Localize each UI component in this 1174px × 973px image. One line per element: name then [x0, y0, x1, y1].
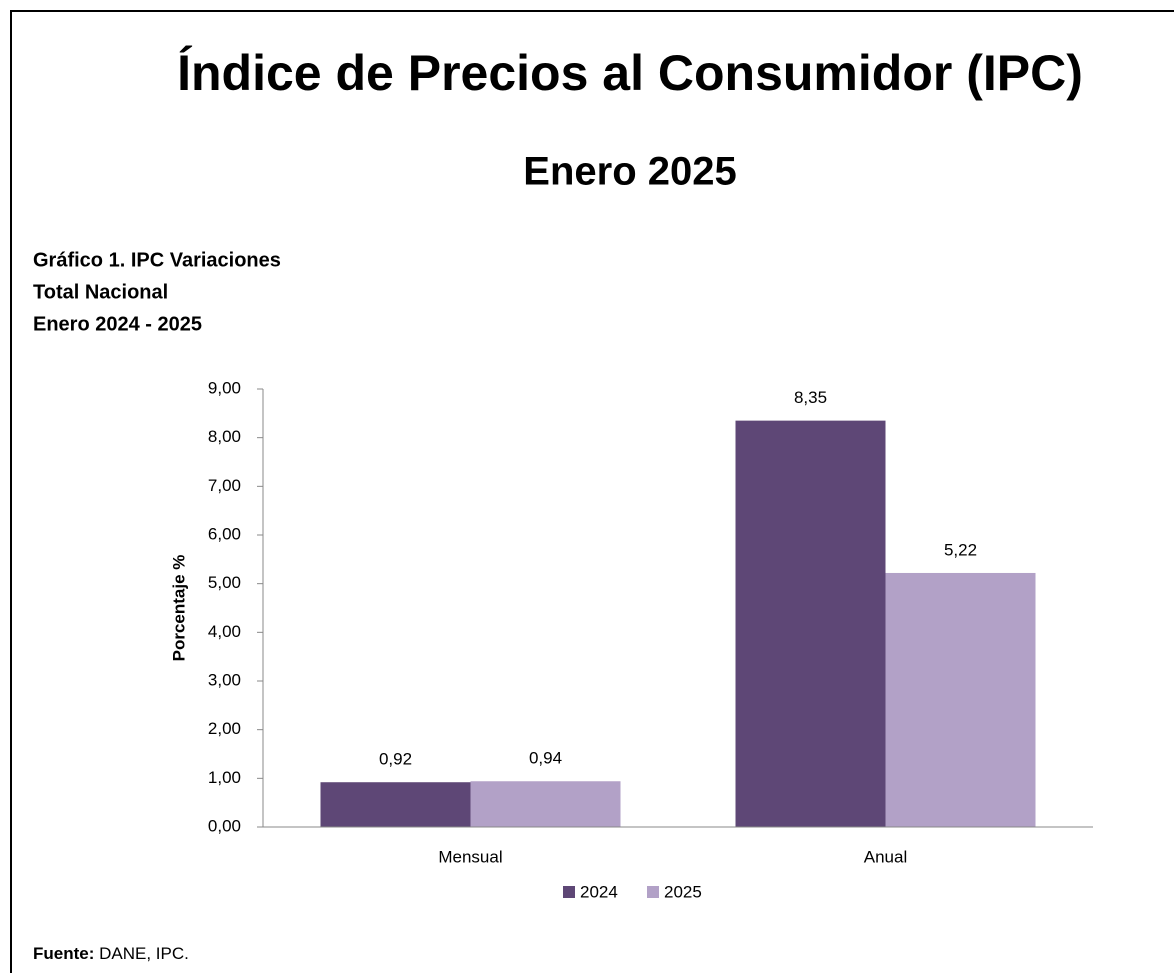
data-label: 5,22 [944, 540, 977, 559]
y-tick-label: 0,00 [208, 816, 241, 835]
page-subtitle: Enero 2025 [523, 150, 736, 194]
y-axis-label: Porcentaje % [169, 555, 188, 662]
bar [320, 782, 471, 827]
data-label: 0,94 [529, 749, 562, 768]
source-label: Fuente: [33, 944, 94, 963]
y-tick-label: 9,00 [208, 378, 241, 397]
data-label: 0,92 [379, 750, 412, 769]
legend-swatch [563, 886, 575, 898]
y-tick-label: 2,00 [208, 719, 241, 738]
y-tick-label: 7,00 [208, 476, 241, 495]
caption-line: Total Nacional [33, 281, 168, 303]
y-tick-label: 3,00 [208, 670, 241, 689]
bar [735, 420, 886, 827]
data-label: 8,35 [794, 388, 827, 407]
bar [470, 781, 621, 827]
y-tick-label: 1,00 [208, 768, 241, 787]
x-tick-label: Mensual [438, 847, 502, 866]
legend-swatch [647, 886, 659, 898]
y-tick-label: 4,00 [208, 622, 241, 641]
page-border [10, 10, 1174, 973]
source: Fuente: DANE, IPC. [33, 944, 189, 963]
source-text: DANE, IPC. [99, 944, 189, 963]
y-tick-label: 5,00 [208, 573, 241, 592]
x-tick-label: Anual [864, 847, 907, 866]
caption-line: Gráfico 1. IPC Variaciones [33, 249, 281, 271]
bar [885, 572, 1036, 827]
y-tick-label: 6,00 [208, 524, 241, 543]
legend-label: 2025 [664, 882, 702, 901]
legend-label: 2024 [580, 882, 618, 901]
caption-line: Enero 2024 - 2025 [33, 313, 202, 335]
y-tick-label: 8,00 [208, 427, 241, 446]
page-title: Índice de Precios al Consumidor (IPC) [177, 45, 1083, 101]
